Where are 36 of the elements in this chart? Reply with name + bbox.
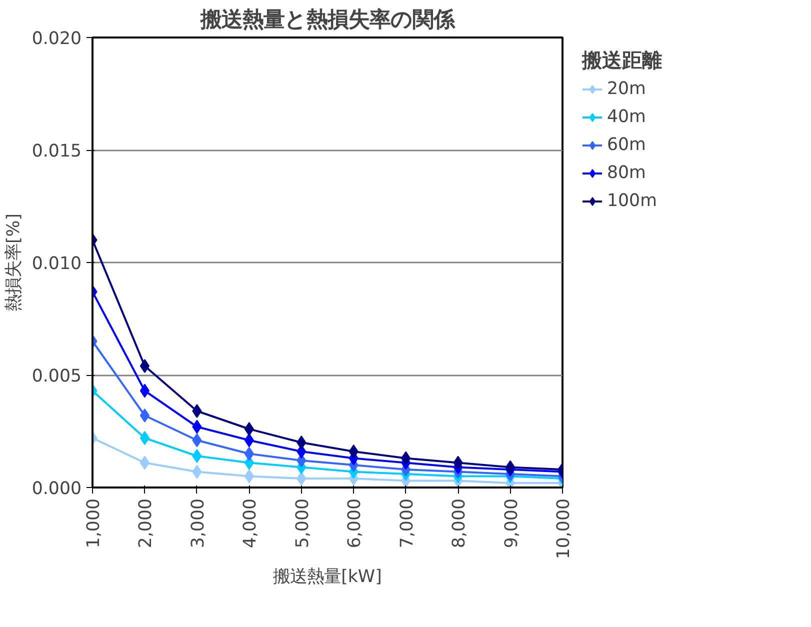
x-tick-label: 6,000 xyxy=(345,498,366,548)
y-tick-label: 0.000 xyxy=(32,479,82,499)
x-tick-label: 8,000 xyxy=(450,498,470,548)
x-tick-label: 3,000 xyxy=(188,498,208,548)
point xyxy=(140,384,150,398)
x-axis-title: 搬送熱量[kW] xyxy=(273,567,382,588)
y-axis-title: 熱損失率[%] xyxy=(4,213,24,312)
legend-label: 100m xyxy=(607,191,657,211)
x-tick-label: 4,000 xyxy=(240,498,261,548)
x-tick-label: 10,000 xyxy=(554,498,574,560)
legend-label: 80m xyxy=(607,163,646,183)
legend-label: 60m xyxy=(607,135,646,155)
x-tick-label: 9,000 xyxy=(502,498,522,548)
x-tick-label: 1,000 xyxy=(84,498,104,548)
point xyxy=(296,472,306,486)
point xyxy=(140,408,150,422)
point xyxy=(296,436,306,450)
point xyxy=(140,359,150,373)
y-tick-label: 0.015 xyxy=(32,142,82,162)
y-tick-label: 0.020 xyxy=(32,29,82,49)
point xyxy=(140,431,150,445)
point xyxy=(348,444,358,458)
chart-title: 搬送熱量と熱損失率の関係 xyxy=(200,8,456,32)
legend-label: 20m xyxy=(607,79,646,99)
legend-label: 40m xyxy=(607,107,646,127)
y-tick-label: 0.005 xyxy=(32,366,82,386)
point xyxy=(505,460,516,474)
point xyxy=(244,422,254,436)
legend-title: 搬送距離 xyxy=(582,47,662,74)
x-tick-label: 7,000 xyxy=(397,498,418,548)
y-tick-label: 0.010 xyxy=(32,254,82,274)
x-tick-label: 2,000 xyxy=(136,498,156,548)
point xyxy=(192,449,202,463)
x-tick-label: 5,000 xyxy=(292,498,313,548)
point xyxy=(192,404,202,418)
point xyxy=(140,456,150,470)
